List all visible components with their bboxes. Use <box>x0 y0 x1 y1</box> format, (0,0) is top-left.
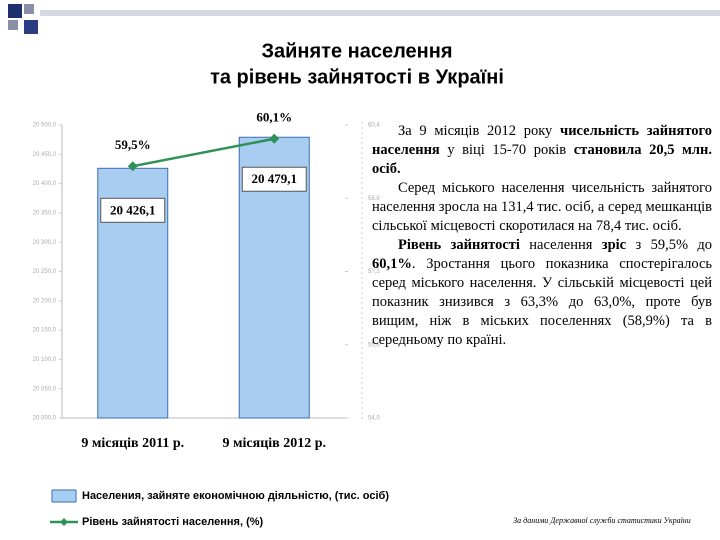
text-run: з 59,5% до <box>626 237 713 253</box>
x-tick-label: 9 місяців 2012 р. <box>222 436 326 451</box>
y-tick-label: 20 350,0 <box>33 210 57 216</box>
y-tick-label: 20 150,0 <box>33 328 57 334</box>
deco-square <box>8 20 18 30</box>
legend-marker <box>60 518 68 526</box>
y2-tick-label: 55,6 <box>368 342 380 348</box>
text-run: . Зростання цього показника спостерігало… <box>372 256 712 348</box>
value-label-box <box>100 197 166 223</box>
marker <box>269 133 280 144</box>
y2-tick-label: 58,8 <box>368 196 380 202</box>
y-tick-label: 20 250,0 <box>33 269 57 275</box>
paragraph: За 9 місяців 2012 року чисельність зайня… <box>372 122 712 179</box>
y-tick-label: 20 500,0 <box>33 123 57 129</box>
text-run: населення <box>519 237 602 253</box>
y2-tick-label: 54,0 <box>368 416 380 422</box>
text-run: чисельність зайнятого населення <box>372 123 712 158</box>
deco-bar <box>40 10 720 16</box>
value-label: 20 426,1 <box>110 202 156 217</box>
deco-square <box>8 4 22 18</box>
paragraph: Рівень зайнятості населення зріс з 59,5%… <box>372 236 712 350</box>
text-run: становила 20,5 млн. осіб. <box>372 142 712 177</box>
y2-tick-label: 57,2 <box>368 269 380 275</box>
value-label: 20 479,1 <box>252 171 298 186</box>
x-tick-label: 9 місяців 2011 р. <box>81 436 184 451</box>
text-run: За 9 місяців 2012 року <box>398 123 561 139</box>
text-block: За 9 місяців 2012 року чисельність зайня… <box>372 122 712 350</box>
y-tick-label: 20 400,0 <box>33 181 57 187</box>
marker <box>127 161 138 172</box>
y-tick-label: 20 100,0 <box>33 357 57 363</box>
legend-swatch <box>51 489 77 503</box>
y-tick-label: 20 200,0 <box>33 298 57 304</box>
legend-label: Рівень зайнятості населення, (%) <box>82 516 264 528</box>
text-run: Рівень зайнятості <box>398 237 520 253</box>
y-tick-label: 20 000,0 <box>33 416 57 422</box>
legend-label: Населения, зайняте економічною діяльніст… <box>82 490 389 502</box>
y2-tick-label: 60,4 <box>368 123 380 129</box>
text-run: зріс <box>601 237 627 253</box>
paragraph: Серед міського населення чисельність зай… <box>372 179 712 236</box>
value-label: 59,5% <box>115 137 151 152</box>
deco-square <box>24 20 38 34</box>
text-run: 60,1% <box>372 256 412 272</box>
text-run: Серед міського населення чисельність зай… <box>372 180 712 234</box>
y-tick-label: 20 050,0 <box>33 386 57 392</box>
title-line: та рівень зайнятості в Україні <box>210 66 504 88</box>
value-label-box <box>241 166 307 192</box>
source: За даними Державної служби статистики Ук… <box>513 516 691 525</box>
deco-square <box>24 4 34 14</box>
value-label: 60,1% <box>256 110 292 125</box>
title-line: Зайняте населення <box>261 40 452 62</box>
y-tick-label: 20 450,0 <box>33 152 57 158</box>
line <box>132 137 275 168</box>
y-tick-label: 20 300,0 <box>33 240 57 246</box>
text-run: у віці 15-70 років <box>439 142 574 158</box>
